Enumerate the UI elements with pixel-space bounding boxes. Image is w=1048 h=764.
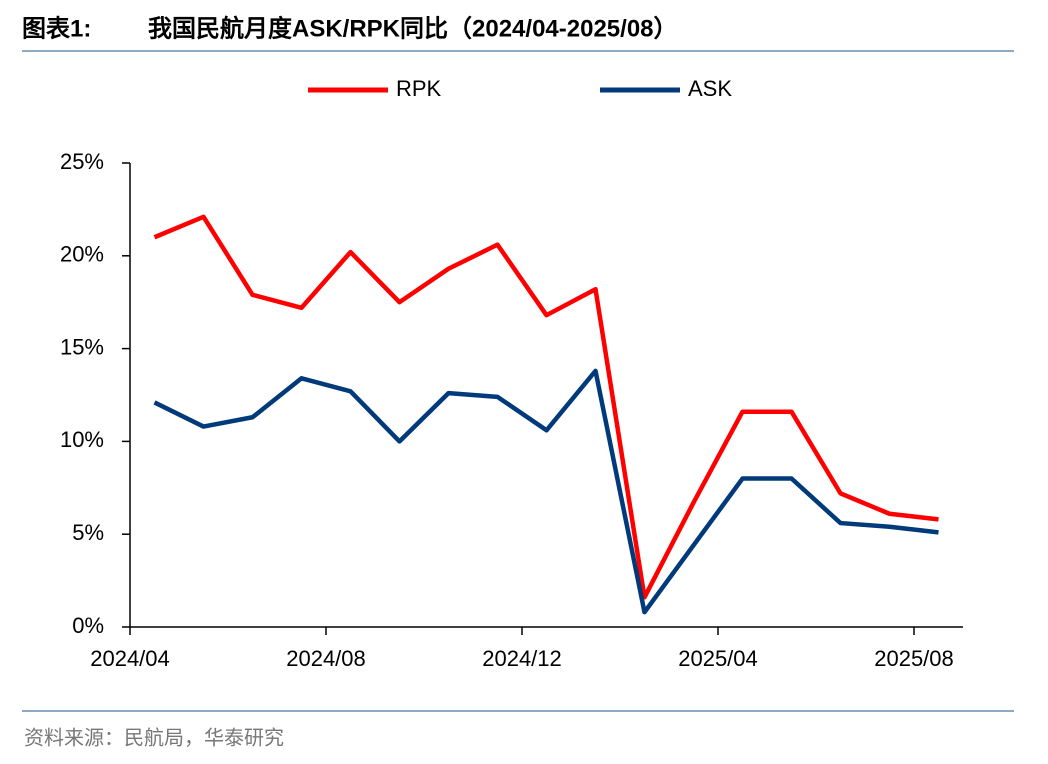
x-tick-label: 2024/12 xyxy=(482,646,562,671)
series-line xyxy=(153,368,939,615)
x-tick-label: 2025/04 xyxy=(678,646,758,671)
source: 资料来源：民航局，华泰研究 xyxy=(24,726,284,749)
series-line xyxy=(153,214,939,600)
figure-label: 图表1: xyxy=(22,15,91,42)
y-tick-label: 15% xyxy=(60,334,104,359)
x-tick-label: 2025/08 xyxy=(874,646,954,671)
y-tick-label: 0% xyxy=(72,613,104,638)
chart-title: 我国民航月度ASK/RPK同比（2024/04-2025/08） xyxy=(148,14,678,42)
legend-label: RPK xyxy=(396,76,442,101)
y-tick-label: 5% xyxy=(72,520,104,545)
x-tick-label: 2024/08 xyxy=(286,646,366,671)
y-tick-label: 25% xyxy=(60,149,104,174)
legend-label: ASK xyxy=(688,76,732,101)
y-tick-label: 10% xyxy=(60,427,104,452)
y-tick-label: 20% xyxy=(60,242,104,267)
x-tick-label: 2024/04 xyxy=(90,646,170,671)
